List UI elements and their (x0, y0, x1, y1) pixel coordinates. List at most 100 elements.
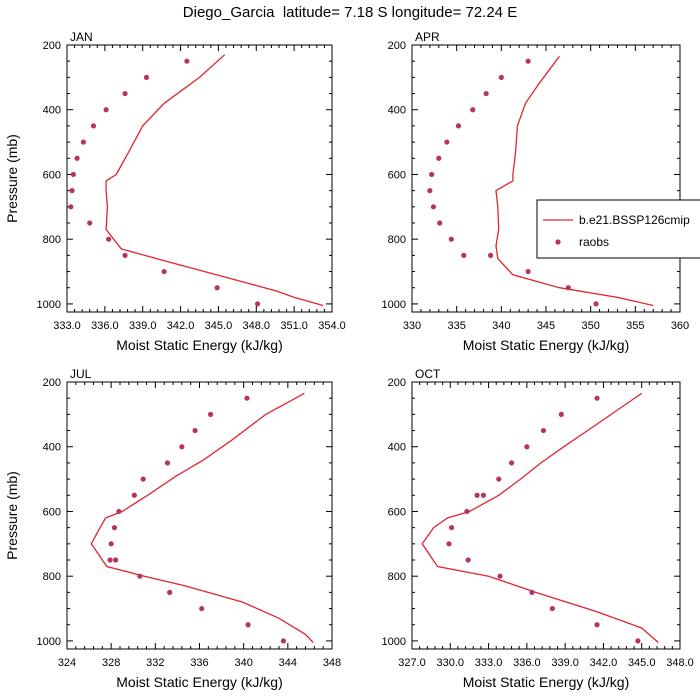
x-tick-label: 348 (323, 657, 341, 669)
y-tick-label: 200 (43, 40, 61, 52)
raobs-point (427, 188, 433, 194)
raobs-point (593, 301, 599, 307)
raobs-point (245, 622, 251, 628)
series-line-model (421, 392, 659, 643)
raobs-point (167, 589, 173, 595)
raobs-point (131, 492, 137, 498)
y-tick-label: 200 (388, 40, 406, 52)
raobs-point (594, 395, 600, 401)
raobs-point (90, 123, 97, 129)
x-tick-label: 340 (234, 657, 252, 669)
x-tick-label: 345 (537, 320, 555, 332)
panel-jan: 333.0 336.0 339.0 342.0 345.0 348.0 351.0 354.0… (4, 30, 346, 353)
series-line-model (105, 54, 324, 307)
y-axis-label: Pressure (mb) (4, 134, 20, 223)
x-tick-label: 328 (102, 657, 120, 669)
x-tick-label: 340 (492, 320, 510, 332)
raobs-point (68, 204, 74, 210)
x-tick-label: 355 (626, 320, 644, 332)
raobs-point (529, 589, 535, 595)
raobs-point (107, 557, 113, 563)
raobs-point (140, 476, 146, 482)
raobs-point (496, 476, 502, 482)
raobs-point (199, 605, 205, 612)
raobs-point (143, 74, 150, 80)
x-tick-label: 324 (58, 657, 76, 669)
raobs-point (207, 411, 214, 417)
raobs-point (594, 622, 600, 628)
x-tick-label: 333.0 (475, 657, 503, 669)
raobs-point (280, 638, 287, 644)
raobs-point (184, 58, 190, 64)
raobs-point (430, 204, 437, 210)
panel-label: JAN (70, 30, 93, 44)
raobs-point (69, 188, 75, 194)
raobs-point (116, 508, 122, 515)
x-tick-label: 333.0 (53, 320, 81, 332)
panel-oct: 327.0 330.0 333.0 336.0 339.0 342.0 345.0 348.0… (382, 367, 694, 690)
x-tick-label: 336.0 (91, 320, 119, 332)
raobs-point (464, 508, 470, 515)
raobs-point (108, 541, 114, 547)
raobs-point (497, 573, 503, 579)
raobs-point (483, 90, 489, 97)
x-tick-label: 354.0 (318, 320, 346, 332)
x-axis-label: Moist Static Energy (kJ/kg) (463, 674, 630, 690)
x-tick-label: 335 (447, 320, 465, 332)
legend: b.e21.BSSP126cmip raobs (536, 199, 700, 259)
y-tick-label: 200 (43, 377, 61, 389)
plot-frame (411, 44, 681, 313)
raobs-point (244, 395, 250, 401)
x-tick-label: 345.0 (628, 657, 656, 669)
raobs-point (448, 236, 454, 242)
y-tick-label: 400 (388, 105, 406, 117)
x-tick-label: 345.0 (205, 320, 233, 332)
main-title: Diego_Garcia latitude= 7.18 S longitude=… (182, 4, 518, 21)
raobs-point (474, 492, 480, 498)
x-tick-label: 336.0 (513, 657, 541, 669)
y-tick-label: 800 (43, 234, 61, 246)
raobs-point (161, 268, 167, 275)
y-tick-label: 200 (388, 377, 406, 389)
x-tick-label: 332 (146, 657, 164, 669)
raobs-point (137, 573, 143, 579)
raobs-point (635, 638, 641, 644)
legend-dot-swatch (555, 239, 561, 245)
panel-label: APR (415, 30, 440, 44)
x-tick-label: 348.0 (666, 657, 694, 669)
panel-label: JUL (70, 367, 92, 381)
raobs-point (549, 605, 555, 612)
x-tick-label: 336 (190, 657, 208, 669)
y-tick-label: 800 (388, 234, 406, 246)
y-tick-label: 1000 (382, 636, 406, 648)
raobs-point (525, 58, 531, 64)
x-axis-label: Moist Static Energy (kJ/kg) (463, 337, 630, 353)
x-axis-label: Moist Static Energy (kJ/kg) (116, 337, 283, 353)
raobs-point (480, 492, 487, 498)
x-tick-label: 327.0 (398, 657, 426, 669)
y-tick-label: 400 (388, 442, 406, 454)
raobs-point (436, 155, 442, 161)
y-tick-label: 600 (388, 169, 406, 181)
raobs-point (488, 252, 494, 258)
raobs-point (446, 541, 452, 547)
x-tick-label: 350 (581, 320, 599, 332)
raobs-point (254, 301, 261, 307)
raobs-point (103, 107, 109, 113)
raobs-point (122, 90, 128, 97)
y-tick-label: 1000 (382, 299, 406, 311)
raobs-point (470, 107, 476, 113)
x-tick-label: 351.0 (280, 320, 308, 332)
x-tick-label: 339.0 (551, 657, 579, 669)
y-axis-label: Pressure (mb) (4, 471, 20, 560)
raobs-point (429, 171, 435, 178)
raobs-point (111, 525, 118, 531)
x-tick-label: 342.0 (590, 657, 618, 669)
x-tick-label: 330 (403, 320, 421, 332)
raobs-point (437, 220, 443, 226)
panel-label: OCT (415, 367, 441, 381)
raobs-point (70, 171, 76, 178)
raobs-point (106, 236, 112, 242)
x-tick-label: 339.0 (129, 320, 157, 332)
raobs-point (122, 252, 128, 258)
